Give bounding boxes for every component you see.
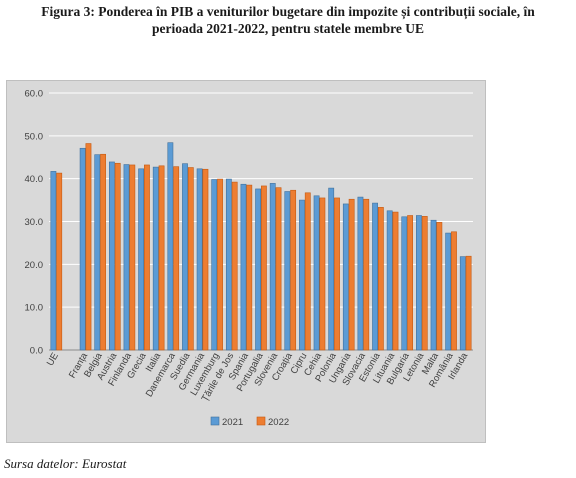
bar-2022 [436,222,443,351]
bar-2021 [123,164,130,351]
y-tick-label: 10.0 [25,303,44,314]
bar-2022 [363,198,370,351]
bar-2021 [269,183,276,351]
bar-2021 [401,216,408,351]
bar-2022 [231,181,238,351]
figure-title: Figura 3: Ponderea în PIB a veniturilor … [0,3,576,37]
bar-2022 [144,164,150,351]
bar-2021 [182,163,188,351]
bar-2022 [100,153,106,351]
bar-2022 [56,172,63,351]
bar-2021 [342,203,349,351]
bar-2022 [290,189,297,351]
bar-2021 [240,183,247,351]
bar-2022 [275,187,282,351]
bar-2022 [377,207,384,351]
bar-2022 [202,168,209,351]
bar-2022 [319,197,326,351]
bar-2021 [313,195,320,351]
bar-2022 [348,198,355,351]
bar-2021 [79,147,86,351]
figure-title-line-2: perioada 2021-2022, pentru statele membr… [152,21,424,36]
bar-2021 [138,168,145,351]
bar-2021 [284,191,291,351]
bar-2021 [167,142,174,351]
bar-2022 [173,166,180,351]
bar-2021 [50,171,57,351]
bar-2022 [465,255,472,351]
legend-swatch-2021 [210,416,220,426]
bar-2022 [246,184,253,351]
bar-2022 [392,211,399,351]
bar-2021 [416,215,422,351]
bar-2021 [372,202,378,351]
y-tick-label: 60.0 [25,89,44,100]
y-tick-label: 40.0 [25,174,44,185]
bar-2021 [328,187,335,351]
bar-2021 [94,154,101,351]
bar-2021 [255,188,261,351]
y-tick-label: 50.0 [25,131,44,142]
bar-2022 [85,143,92,351]
source-note: Sursa datelor: Eurostat [4,456,127,471]
bar-2021 [225,178,232,351]
x-tick-label: UE [45,351,61,368]
bar-2021 [299,199,305,351]
bar-2022 [217,178,223,351]
bar-2022 [187,167,194,351]
bar-2021 [211,179,218,351]
legend-label-2021: 2021 [222,417,243,428]
legend-swatch-2022 [256,416,266,426]
bar-2022 [304,192,311,351]
bar-2022 [334,197,340,351]
chart-frame: 0.0 10.0 20.0 30.0 40.0 50.0 60.0 UE Franța Belgi… [6,80,486,443]
bar-2022 [451,231,457,351]
bar-2021 [108,161,115,351]
bar-2021 [196,168,203,351]
bar-2022 [114,162,121,351]
bar-2022 [421,216,428,351]
bar-2021 [445,232,452,351]
y-tick-label: 30.0 [25,217,44,228]
bar-2021 [386,210,393,351]
bar-2022 [407,215,414,351]
bar-2021 [459,256,466,351]
y-tick-label: 0.0 [30,346,43,357]
bar-chart: 0.010.020.030.040.050.060.0UE FranțaBelgi… [25,89,473,428]
legend-label-2022: 2022 [268,417,289,428]
bar-2022 [129,164,136,351]
figure-title-line-1: Figura 3: Ponderea în PIB a veniturilor … [41,4,535,19]
bar-2022 [158,165,165,351]
y-tick-label: 20.0 [25,260,44,271]
bar-2021 [430,219,437,351]
bar-2021 [152,166,159,351]
bar-2021 [357,196,364,351]
bar-2022 [261,185,267,351]
